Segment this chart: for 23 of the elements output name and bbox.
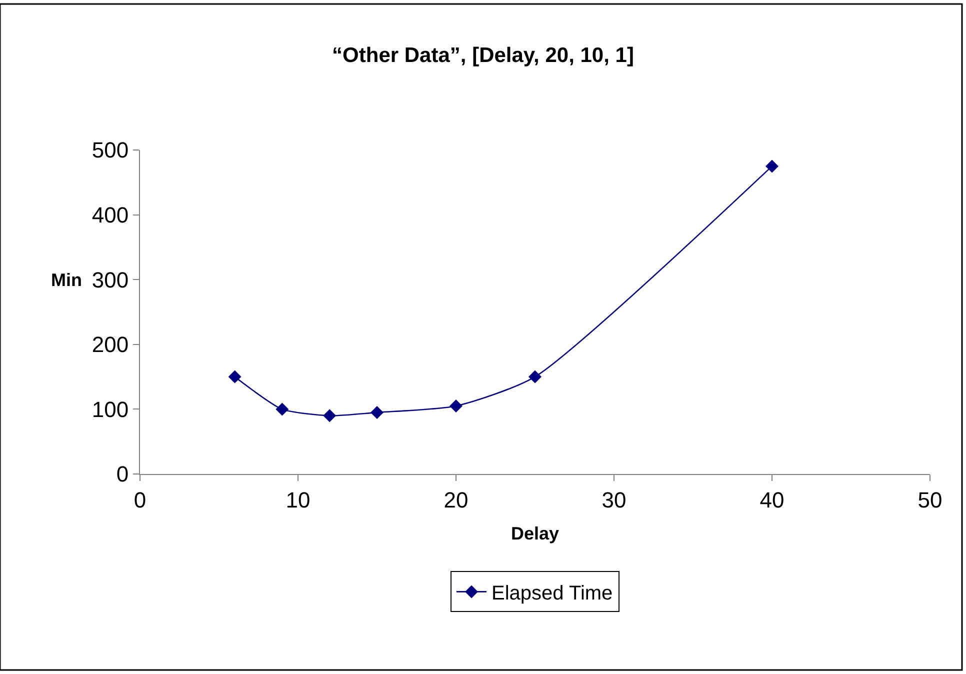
y-tick-label: 100: [92, 396, 129, 422]
point: [450, 399, 462, 412]
point: [276, 402, 289, 416]
x-tick-label: 40: [760, 487, 784, 512]
y-tick-label: 0: [116, 462, 129, 487]
chart-title: “Other Data”, [Delay, 20, 10, 1]: [332, 44, 634, 67]
point: [528, 370, 542, 384]
y-tick-label: 200: [92, 332, 129, 358]
legend-label: Elapsed Time: [492, 582, 613, 604]
x-tick-label: 50: [918, 487, 942, 512]
x-tick-label: 30: [602, 487, 626, 512]
point: [323, 409, 336, 422]
x-tick-label: 10: [286, 487, 310, 512]
x-tick-label: 0: [134, 487, 146, 512]
y-axis-title: Min: [51, 270, 82, 290]
point: [766, 160, 778, 173]
point: [370, 406, 384, 419]
x-tick-label: 20: [444, 487, 468, 512]
point: [228, 370, 242, 384]
y-tick-label: 500: [92, 138, 129, 163]
y-tick-label: 300: [92, 267, 129, 292]
x-axis-title: Delay: [510, 524, 560, 544]
y-tick-label: 400: [92, 202, 129, 228]
